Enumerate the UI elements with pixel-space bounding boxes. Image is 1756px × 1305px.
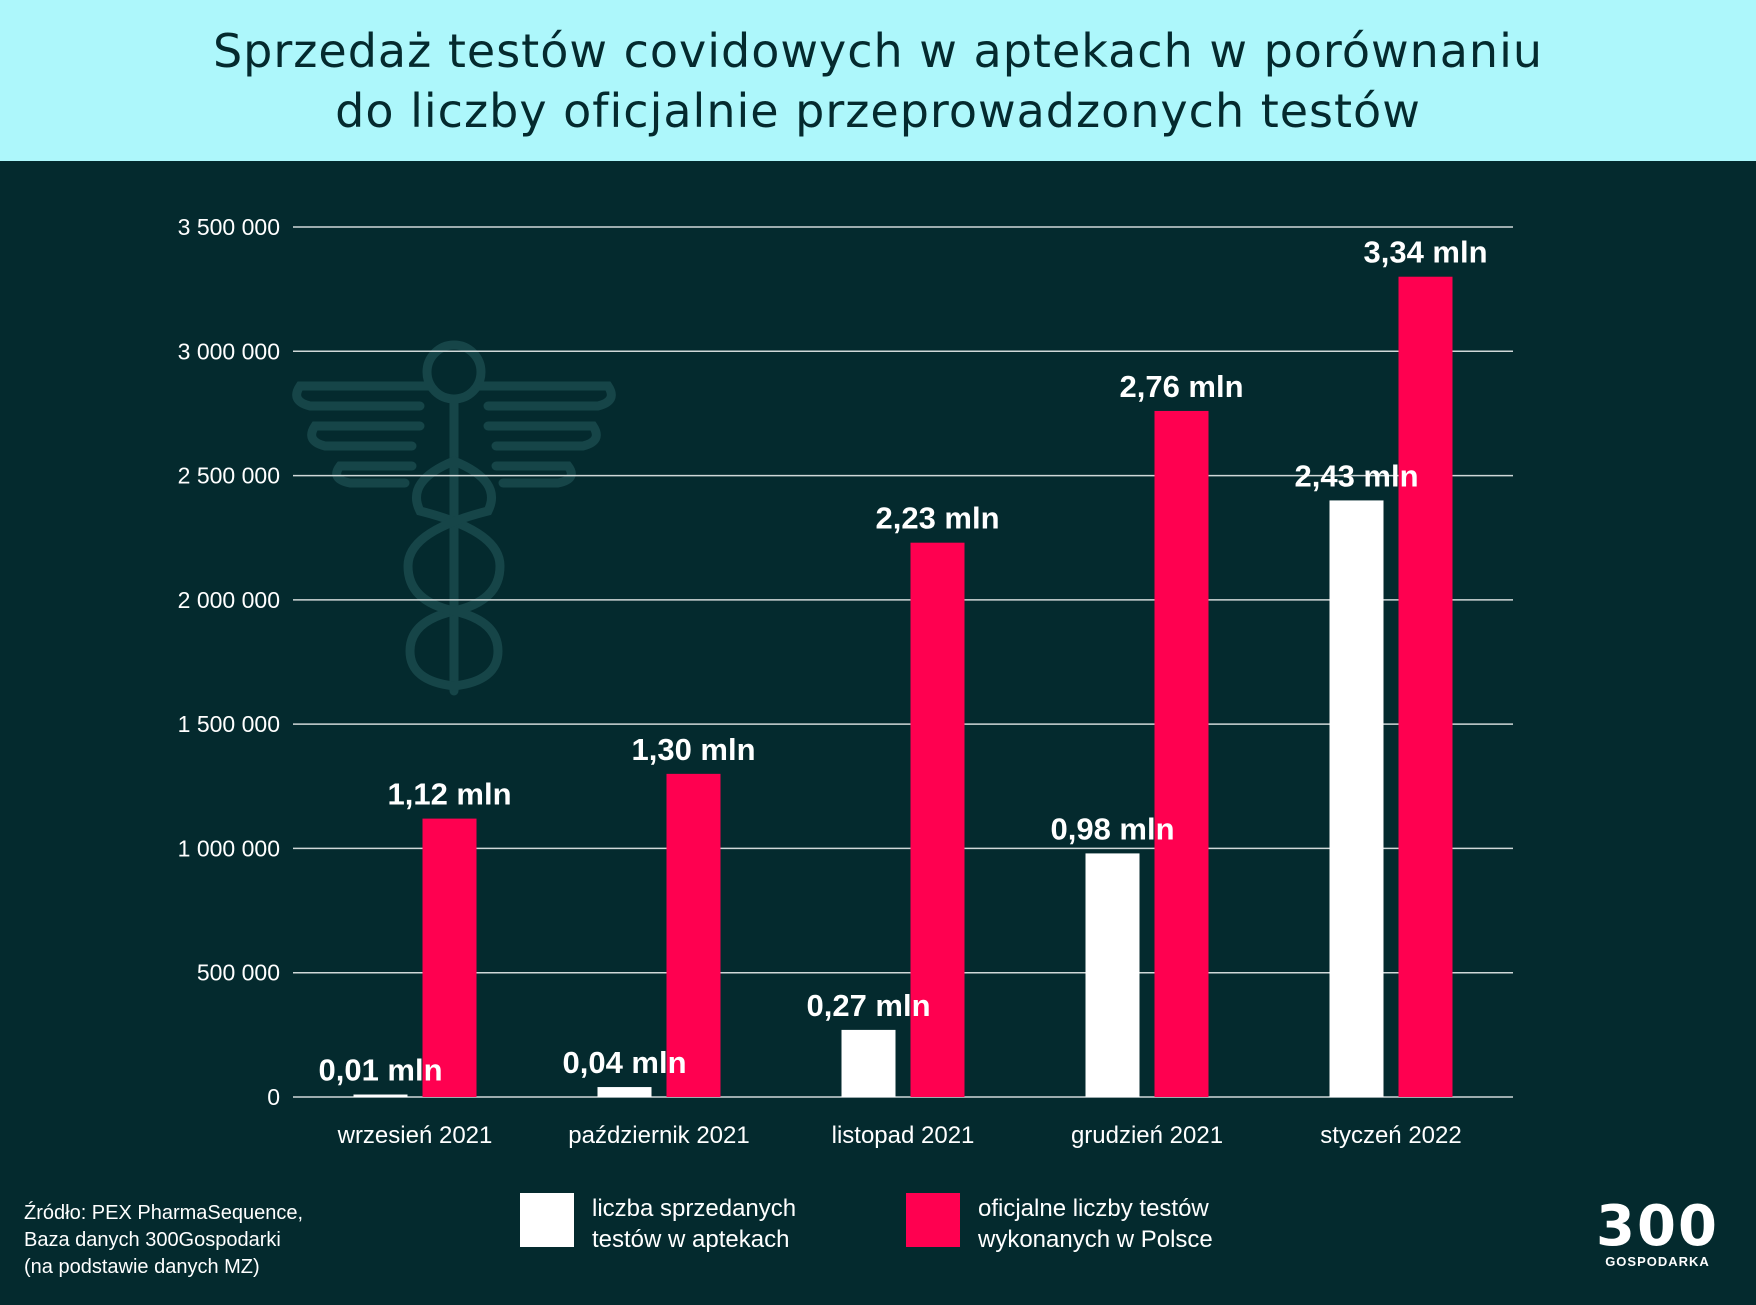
- bar: [1329, 500, 1384, 1097]
- y-tick-label: 1 000 000: [178, 835, 280, 861]
- data-label: 0,27 mln: [806, 988, 930, 1023]
- legend-swatch-red: [906, 1193, 960, 1247]
- y-axis: 0 500 000 1 000 000 1 500 000 2 000 000 2 500…: [178, 214, 280, 1110]
- bars: [353, 276, 1453, 1097]
- data-label: 0,04 mln: [562, 1045, 686, 1080]
- bar: [422, 818, 477, 1097]
- data-label: 2,43 mln: [1294, 458, 1418, 493]
- bar: [353, 1094, 408, 1097]
- legend-item-sold-tests: liczba sprzedanych testów w aptekach: [520, 1193, 892, 1255]
- bar: [1154, 410, 1209, 1097]
- x-tick-label: listopad 2021: [832, 1122, 975, 1149]
- x-axis: wrzesień 2021 październik 2021 listopad 20…: [337, 1122, 1462, 1149]
- y-tick-label: 2 500 000: [178, 463, 280, 489]
- y-tick-label: 3 500 000: [178, 214, 280, 240]
- bar: [666, 773, 721, 1097]
- x-tick-label: październik 2021: [568, 1122, 749, 1149]
- bar: [597, 1087, 652, 1097]
- caduceus-watermark: [292, 340, 616, 696]
- y-tick-label: 2 000 000: [178, 587, 280, 613]
- legend-swatch-white: [520, 1193, 574, 1247]
- y-tick-label: 500 000: [197, 960, 280, 986]
- data-label: 2,23 mln: [875, 501, 999, 536]
- legend-item-official-tests: oficjalne liczby testów wykonanych w Pol…: [906, 1193, 1278, 1255]
- x-tick-label: grudzień 2021: [1071, 1122, 1223, 1149]
- gridlines: [293, 226, 1513, 1098]
- data-label: 3,34 mln: [1363, 235, 1487, 270]
- bar: [1398, 276, 1453, 1097]
- data-label: 0,98 mln: [1050, 811, 1174, 846]
- y-tick-label: 0: [267, 1084, 280, 1110]
- logo: 300 GOSPODARKA: [1596, 1194, 1719, 1270]
- bar-chart: 0 500 000 1 000 000 1 500 000 2 000 000 2 500…: [178, 214, 1513, 1149]
- data-label: 2,76 mln: [1119, 369, 1243, 404]
- source-note: Źródło: PEX PharmaSequence, Baza danych …: [24, 1202, 304, 1278]
- bar: [841, 1029, 896, 1097]
- bar: [1085, 853, 1140, 1097]
- x-tick-label: wrzesień 2021: [337, 1122, 493, 1149]
- title-banner: Sprzedaż testów covidowych w aptekach w …: [0, 0, 1756, 161]
- bar: [910, 542, 965, 1097]
- y-tick-label: 1 500 000: [178, 711, 280, 737]
- chart-title-line2: do liczby oficjalnie przeprowadzonych te…: [335, 83, 1421, 138]
- data-label: 1,12 mln: [387, 777, 511, 812]
- legend-label: oficjalne liczby testów wykonanych w Pol…: [978, 1195, 1213, 1253]
- bar-labels: 0,01 mln 1,12 mln 0,04 mln 1,30 mln 0,27 mln…: [318, 235, 1487, 1088]
- y-tick-label: 3 000 000: [178, 338, 280, 364]
- x-tick-label: styczeń 2022: [1320, 1122, 1461, 1149]
- chart-title-line1: Sprzedaż testów covidowych w aptekach w …: [212, 23, 1544, 78]
- legend-label: liczba sprzedanych testów w aptekach: [592, 1195, 797, 1253]
- data-label: 0,01 mln: [318, 1053, 442, 1088]
- data-label: 1,30 mln: [631, 732, 755, 767]
